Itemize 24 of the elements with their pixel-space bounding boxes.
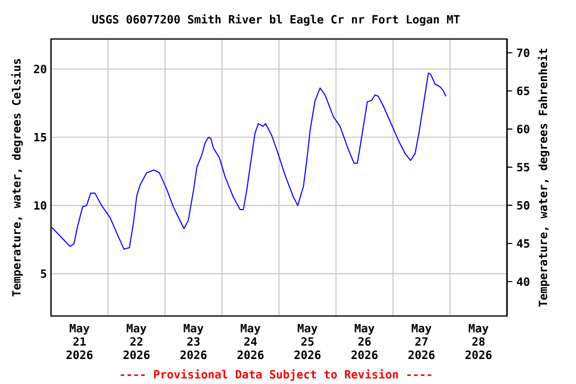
y-axis-title: Temperature, water, degrees Celsius — [11, 59, 23, 296]
text: ---- Provisional Data Subject to Revision ---- — [120, 369, 432, 381]
y-tick-label: 5 — [40, 269, 46, 278]
chart-title: USGS 06077200 Smith River bl Eagle Cr nr Fort Logan MT — [92, 14, 460, 26]
y2-tick-label: 60 — [517, 124, 530, 134]
x-tick-label: May 26 2026 — [351, 324, 378, 360]
x-tick-label: May 21 2026 — [66, 324, 93, 360]
x-tick-label: May 24 2026 — [237, 324, 264, 360]
y2-axis-title: Temperature, water, degrees Fahrenheit — [538, 48, 550, 307]
y2-tick-label: 65 — [517, 86, 530, 96]
y2-tick-label: 40 — [516, 277, 530, 286]
line-series — [51, 72, 446, 250]
x-tick-label: May 27 2026 — [408, 324, 435, 360]
y2-tick-label: 55 — [517, 162, 530, 172]
y-tick-label: 10 — [34, 201, 46, 210]
x-tick-label: May 25 2026 — [294, 324, 321, 360]
y-tick-label: 20 — [34, 64, 46, 74]
y2-tick-label: 45 — [516, 239, 530, 248]
y2-tick-label: 50 — [517, 201, 530, 210]
y2-tick-label: 70 — [517, 48, 530, 58]
x-tick-label: May 22 2026 — [123, 324, 150, 360]
y-tick-label: 15 — [34, 133, 46, 142]
x-tick-label: May 23 2026 — [180, 324, 207, 360]
x-tick-label: May 28 2026 — [465, 324, 492, 360]
